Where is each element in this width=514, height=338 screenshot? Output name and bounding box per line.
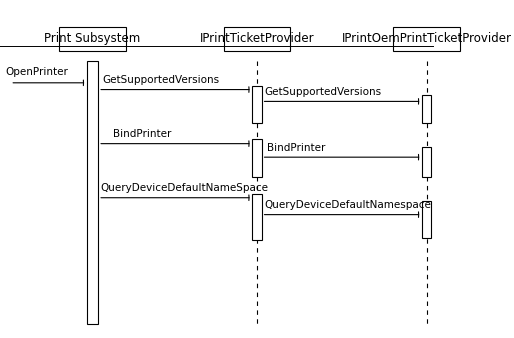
Text: QueryDeviceDefaultNameSpace: QueryDeviceDefaultNameSpace [100, 183, 268, 193]
Text: GetSupportedVersions: GetSupportedVersions [265, 87, 382, 97]
Text: BindPrinter: BindPrinter [113, 129, 172, 139]
FancyBboxPatch shape [252, 86, 262, 123]
FancyBboxPatch shape [252, 194, 262, 240]
Text: BindPrinter: BindPrinter [267, 143, 326, 153]
FancyBboxPatch shape [422, 95, 431, 123]
Text: IPrintTicketProvider: IPrintTicketProvider [199, 32, 315, 45]
FancyBboxPatch shape [59, 27, 126, 51]
Text: Print Subsystem: Print Subsystem [44, 32, 141, 45]
Text: OpenPrinter: OpenPrinter [5, 67, 68, 77]
Text: GetSupportedVersions: GetSupportedVersions [103, 75, 220, 85]
FancyBboxPatch shape [252, 139, 262, 177]
Text: QueryDeviceDefaultNamespace: QueryDeviceDefaultNamespace [265, 200, 432, 210]
FancyBboxPatch shape [224, 27, 290, 51]
FancyBboxPatch shape [87, 61, 98, 324]
Text: IPrintOemPrintTicketProvider: IPrintOemPrintTicketProvider [342, 32, 511, 45]
FancyBboxPatch shape [393, 27, 460, 51]
FancyBboxPatch shape [422, 201, 431, 238]
FancyBboxPatch shape [422, 147, 431, 177]
